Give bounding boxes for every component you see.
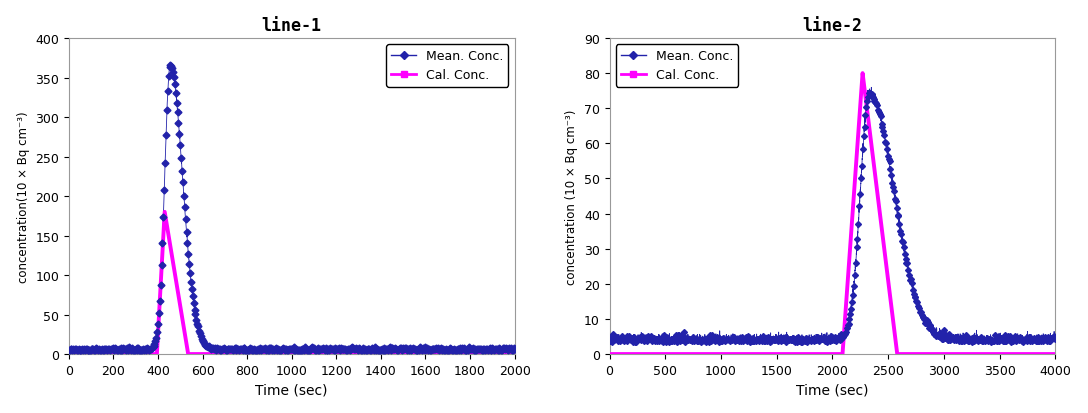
Legend: Mean. Conc., Cal. Conc.: Mean. Conc., Cal. Conc. [386,45,508,87]
X-axis label: Time (sec): Time (sec) [796,382,868,396]
Y-axis label: concentration(10 × Bq cm⁻³): concentration(10 × Bq cm⁻³) [16,111,29,282]
X-axis label: Time (sec): Time (sec) [256,382,327,396]
Y-axis label: concentration (10 × Bq cm⁻³): concentration (10 × Bq cm⁻³) [566,109,579,284]
Title: line-1: line-1 [262,17,322,35]
Title: line-2: line-2 [803,17,863,35]
Legend: Mean. Conc., Cal. Conc.: Mean. Conc., Cal. Conc. [616,45,738,87]
